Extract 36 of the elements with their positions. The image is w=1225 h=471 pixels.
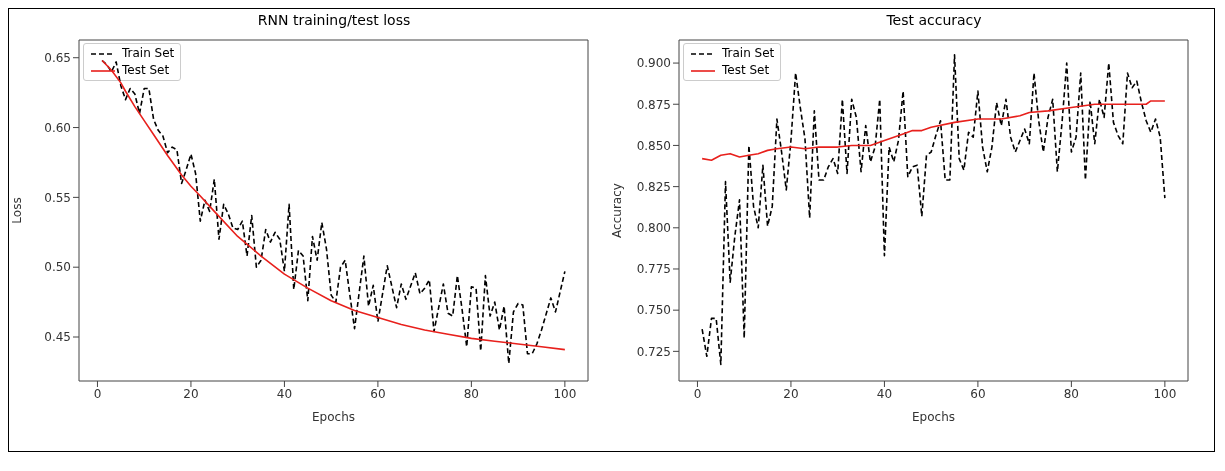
x-tick-label: 80 bbox=[463, 386, 480, 401]
y-tick-label: 0.825 bbox=[636, 179, 671, 194]
y-tick-label: 0.875 bbox=[636, 97, 671, 112]
legend-label: Test Set bbox=[122, 62, 170, 79]
y-tick-label: 0.800 bbox=[636, 221, 671, 236]
y-tick-label: 0.775 bbox=[636, 262, 671, 277]
chart-title: RNN training/test loss bbox=[256, 11, 412, 30]
line-series bbox=[701, 100, 1166, 162]
y-tick-label: 0.725 bbox=[636, 344, 671, 359]
x-tick-label: 0 bbox=[93, 386, 102, 401]
legend-label: Train Set bbox=[722, 45, 775, 62]
x-tick-label: 100 bbox=[1153, 386, 1177, 401]
x-axis-title: Epochs bbox=[912, 410, 955, 424]
x-tick-label: 80 bbox=[1063, 386, 1080, 401]
x-tick-label: 20 bbox=[783, 386, 799, 401]
legend-label: Train Set bbox=[122, 45, 175, 62]
chart-title: Test accuracy bbox=[885, 11, 983, 30]
legend-label: Test Set bbox=[722, 62, 770, 79]
y-tick-label: 0.750 bbox=[636, 303, 671, 318]
y-tick-label: 0.45 bbox=[44, 330, 71, 345]
x-tick-label: 40 bbox=[876, 386, 893, 401]
y-tick-label: 0.60 bbox=[44, 120, 71, 135]
y-tick-label: 0.55 bbox=[44, 190, 71, 205]
y-tick-label: 0.900 bbox=[636, 56, 671, 71]
x-tick-label: 60 bbox=[970, 386, 986, 401]
y-tick-label: 0.850 bbox=[636, 138, 671, 153]
y-axis-title: Loss bbox=[10, 197, 25, 224]
x-axis-title: Epochs bbox=[312, 410, 355, 424]
y-tick-label: 0.65 bbox=[44, 50, 71, 65]
y-axis-title: Accuracy bbox=[610, 183, 625, 238]
x-tick-label: 0 bbox=[693, 386, 702, 401]
x-tick-label: 60 bbox=[370, 386, 386, 401]
x-tick-label: 20 bbox=[183, 386, 199, 401]
x-tick-label: 100 bbox=[553, 386, 577, 401]
x-tick-label: 40 bbox=[276, 386, 293, 401]
y-tick-label: 0.50 bbox=[44, 260, 71, 275]
